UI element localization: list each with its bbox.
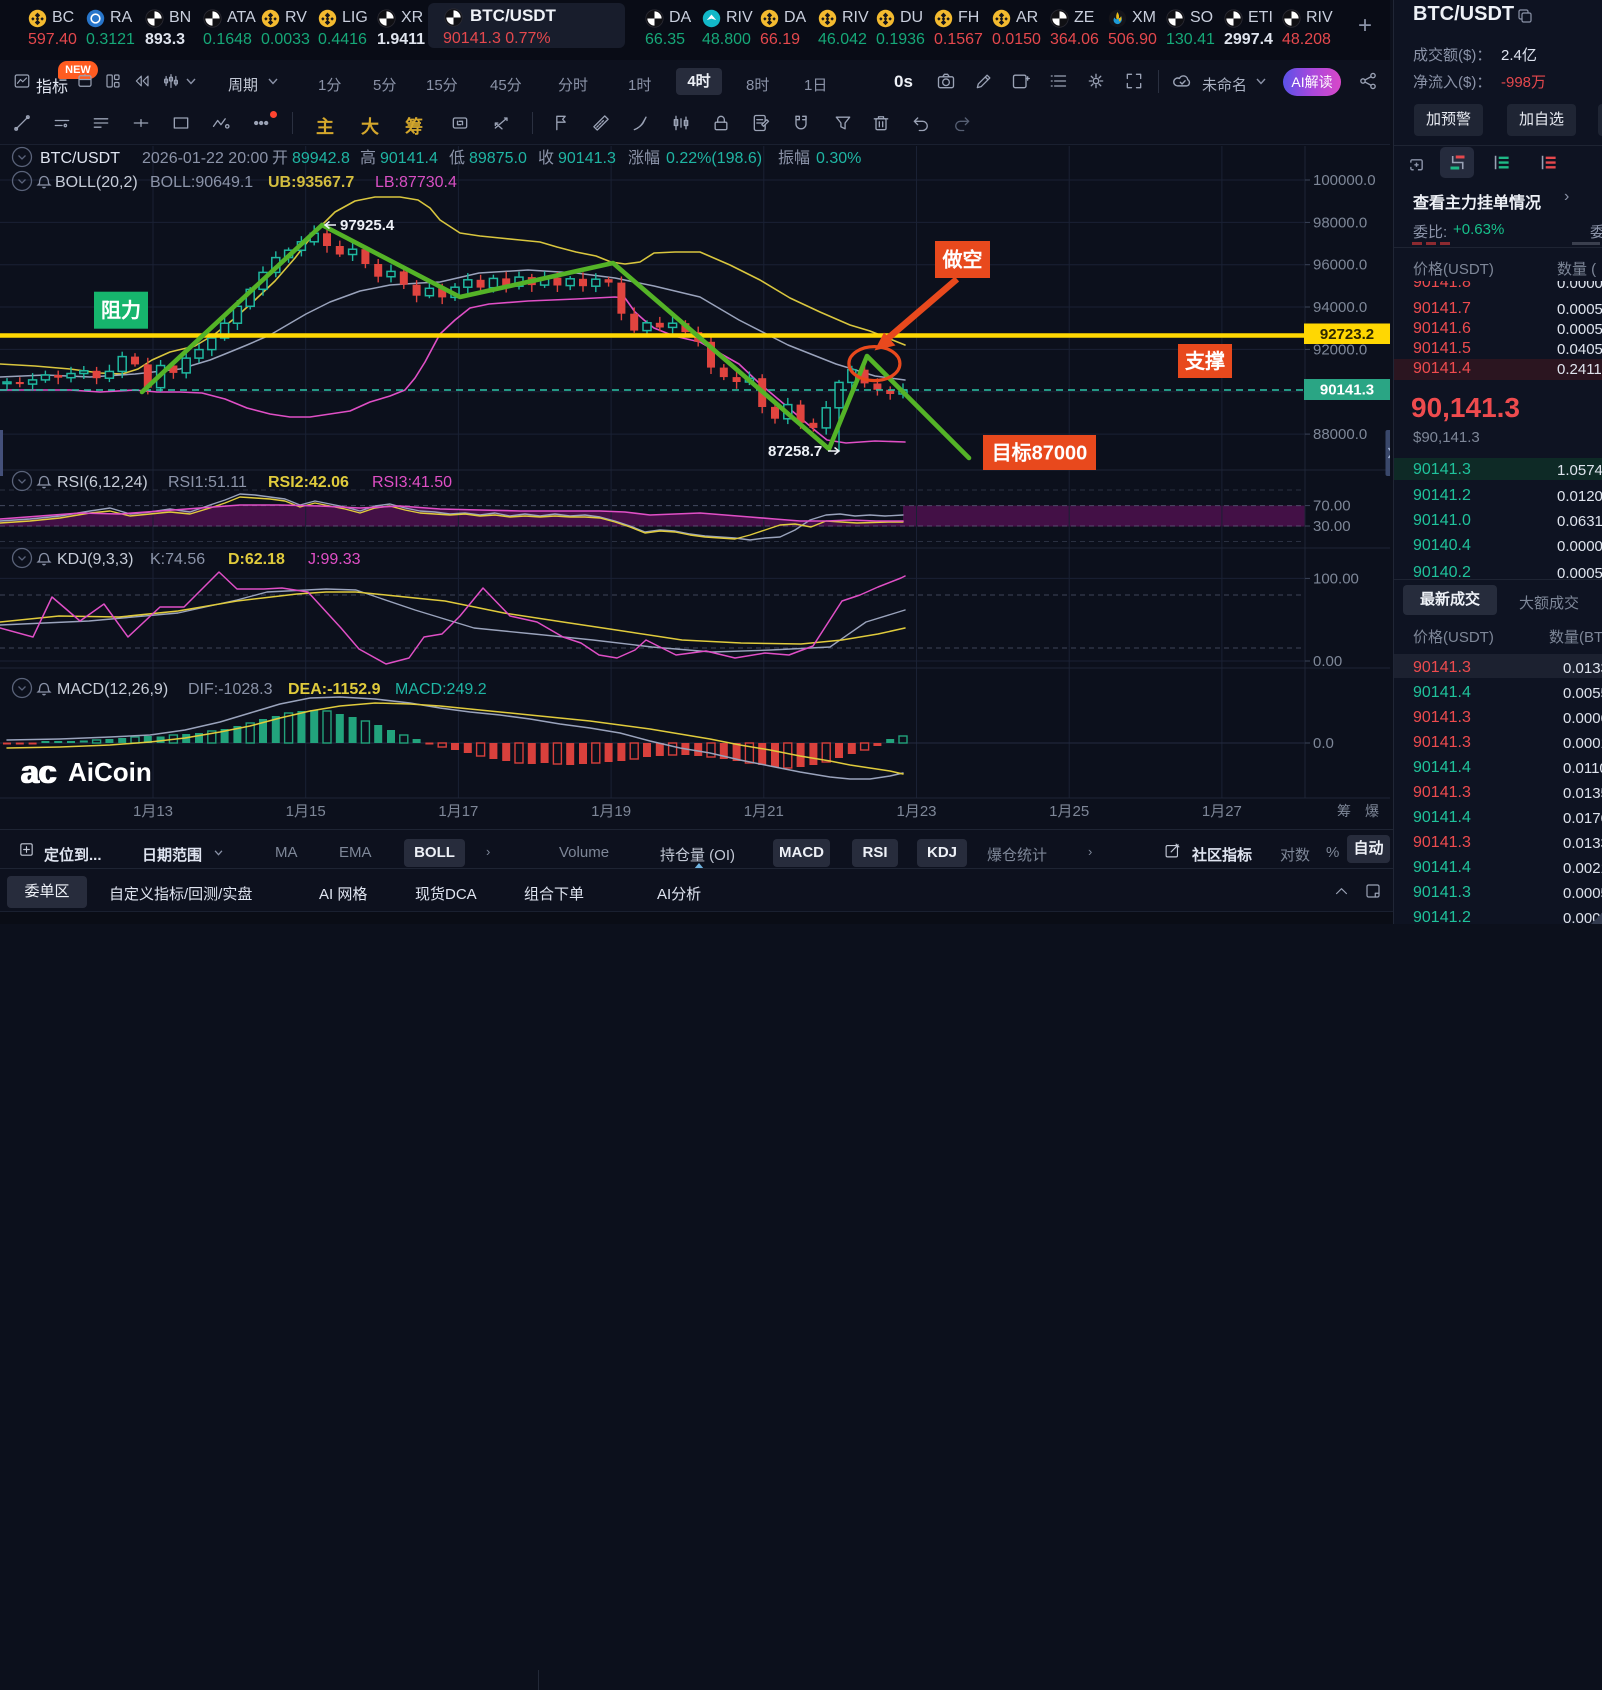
svg-text:1月19: 1月19 (591, 803, 631, 820)
svg-text:D:62.18: D:62.18 (228, 551, 285, 568)
svg-text:K:74.56: K:74.56 (150, 551, 205, 568)
svg-text:0.30%: 0.30% (816, 150, 861, 167)
svg-text:MACD:249.2: MACD:249.2 (395, 681, 487, 698)
svg-text:AiCoin: AiCoin (68, 757, 152, 787)
svg-text:90141.4: 90141.4 (380, 150, 438, 167)
svg-text:振幅: 振幅 (778, 149, 810, 167)
svg-text:92723.2: 92723.2 (1320, 326, 1374, 343)
svg-text:KDJ(9,3,3): KDJ(9,3,3) (57, 551, 133, 568)
svg-text:30.00: 30.00 (1313, 518, 1351, 535)
svg-text:94000.0: 94000.0 (1313, 299, 1367, 316)
svg-text:做空: 做空 (942, 248, 983, 272)
svg-text:阻力: 阻力 (101, 299, 141, 322)
svg-text:RSI3:41.50: RSI3:41.50 (372, 474, 452, 491)
svg-text:1月21: 1月21 (744, 803, 784, 820)
svg-text:BTC/USDT: BTC/USDT (40, 150, 120, 167)
svg-text:J:99.33: J:99.33 (308, 551, 361, 568)
svg-text:70.00: 70.00 (1313, 498, 1351, 515)
svg-text:ac: ac (22, 754, 58, 790)
svg-text:92000.0: 92000.0 (1313, 341, 1367, 358)
svg-text:0.0: 0.0 (1313, 735, 1334, 752)
svg-text:UB:93567.7: UB:93567.7 (268, 174, 354, 191)
svg-text:涨幅: 涨幅 (628, 149, 660, 167)
svg-text:90141.3: 90141.3 (1320, 382, 1374, 399)
svg-text:爆: 爆 (1365, 803, 1379, 819)
svg-text:DIF:-1028.3: DIF:-1028.3 (188, 681, 273, 698)
svg-text:97925.4: 97925.4 (340, 217, 395, 234)
svg-text:1月23: 1月23 (896, 803, 936, 820)
svg-text:收: 收 (538, 149, 554, 167)
svg-text:1月13: 1月13 (133, 803, 173, 820)
svg-text:目标87000: 目标87000 (992, 442, 1088, 465)
svg-text:BOLL:90649.1: BOLL:90649.1 (150, 174, 253, 191)
svg-text:0.00: 0.00 (1313, 653, 1342, 670)
svg-text:筹: 筹 (1337, 803, 1351, 819)
svg-text:89875.0: 89875.0 (469, 150, 527, 167)
svg-text:BOLL(20,2): BOLL(20,2) (55, 174, 138, 191)
svg-text:RSI2:42.06: RSI2:42.06 (268, 474, 349, 491)
svg-text:1月25: 1月25 (1049, 803, 1089, 820)
svg-text:96000.0: 96000.0 (1313, 257, 1367, 274)
svg-text:1月27: 1月27 (1202, 803, 1242, 820)
svg-text:87258.7: 87258.7 (768, 443, 822, 460)
svg-text:98000.0: 98000.0 (1313, 214, 1367, 231)
svg-text:1月15: 1月15 (286, 803, 326, 820)
svg-text:100.00: 100.00 (1313, 570, 1359, 587)
svg-text:0.22%(198.6): 0.22%(198.6) (666, 150, 762, 167)
svg-text:RSI1:51.11: RSI1:51.11 (168, 474, 247, 491)
svg-text:RSI(6,12,24): RSI(6,12,24) (57, 474, 148, 491)
svg-text:100000.0: 100000.0 (1313, 172, 1376, 189)
svg-text:DEA:-1152.9: DEA:-1152.9 (288, 681, 381, 698)
svg-text:高: 高 (360, 149, 376, 167)
svg-text:低: 低 (449, 149, 465, 167)
svg-text:1月17: 1月17 (438, 803, 478, 820)
svg-text:88000.0: 88000.0 (1313, 426, 1367, 443)
svg-text:2026-01-22 20:00: 2026-01-22 20:00 (142, 150, 268, 167)
svg-text:支撑: 支撑 (1185, 349, 1225, 373)
svg-text:ac: ac (20, 754, 56, 790)
svg-text:开: 开 (272, 150, 288, 167)
svg-text:90141.3: 90141.3 (558, 150, 616, 167)
svg-text:MACD(12,26,9): MACD(12,26,9) (57, 681, 168, 698)
svg-text:89942.8: 89942.8 (292, 150, 350, 167)
svg-text:LB:87730.4: LB:87730.4 (375, 174, 457, 191)
